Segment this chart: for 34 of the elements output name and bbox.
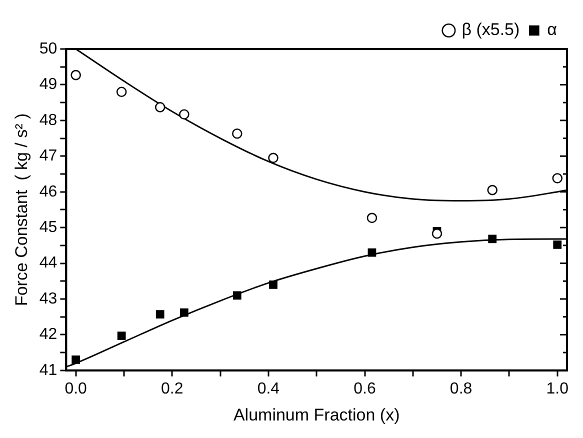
x-tick-label: 0.0	[64, 380, 88, 398]
point	[117, 332, 126, 340]
x-tick-label: 1.0	[546, 380, 569, 398]
point	[156, 310, 164, 319]
x-tick-label: 0.8	[450, 380, 472, 398]
y-axis-title: Force Constant ( kg / s² )	[12, 113, 31, 306]
y-tick-label: 46	[39, 183, 58, 200]
x-axis-title: Aluminum Fraction (x)	[233, 405, 400, 424]
point	[552, 173, 563, 184]
y-tick-label: 43	[39, 290, 58, 308]
legend-label: α	[547, 20, 558, 40]
y-tick-label: 44	[39, 254, 58, 272]
point	[432, 228, 442, 239]
y-tick-label: 49	[39, 76, 58, 94]
point	[72, 356, 80, 364]
point	[366, 212, 378, 224]
point	[268, 152, 278, 164]
y-tick-label: 45	[39, 218, 58, 236]
x-tick-label: 0.4	[257, 380, 280, 398]
legend-label: β (x5.5)	[462, 20, 520, 40]
y-tick-label: 50	[39, 40, 58, 58]
point	[553, 240, 562, 249]
point	[487, 184, 498, 196]
point	[179, 109, 190, 120]
y-tick-label: 48	[39, 112, 58, 129]
point	[116, 86, 127, 98]
x-tick-label: 0.6	[354, 380, 376, 398]
point	[232, 128, 242, 139]
y-tick-label: 42	[39, 326, 58, 344]
point	[70, 70, 81, 80]
y-tick-label: 41	[39, 362, 58, 379]
point	[154, 102, 166, 112]
x-tick-label: 0.2	[161, 380, 184, 398]
y-tick-label: 47	[39, 148, 58, 165]
